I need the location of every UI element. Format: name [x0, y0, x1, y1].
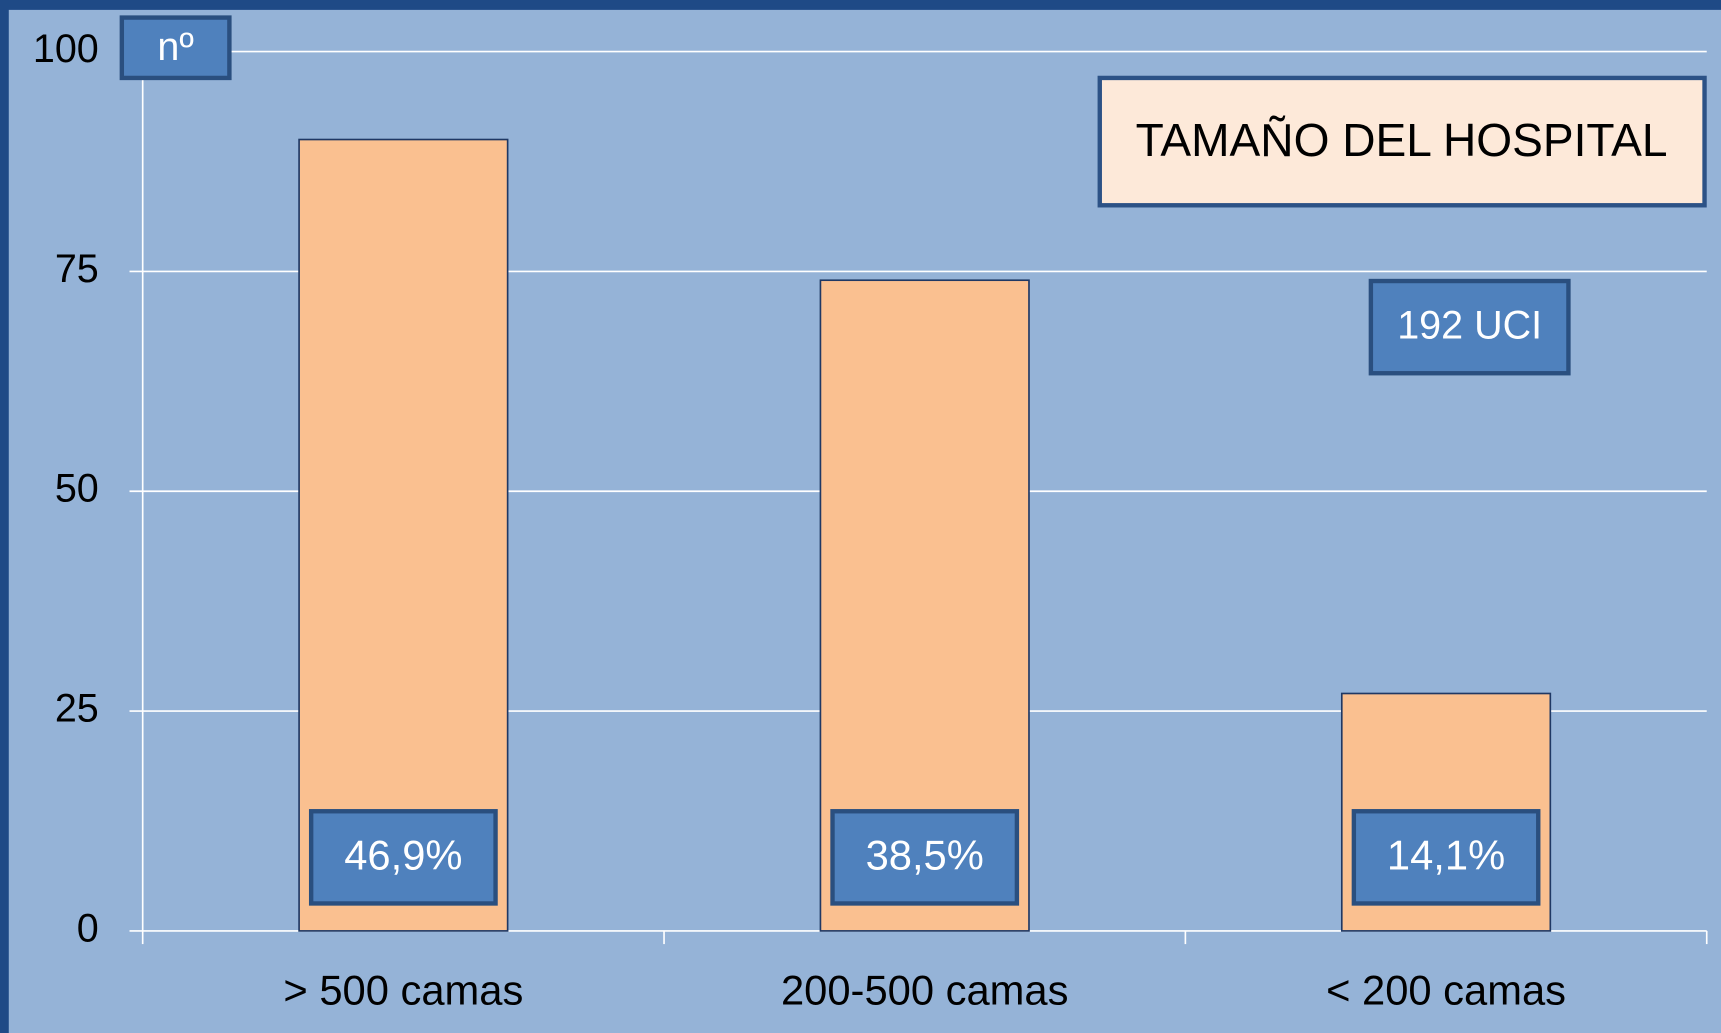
subtitle: 192 UCI: [1397, 304, 1542, 348]
y-label-box: [119, 15, 232, 81]
bar-label: 38,5%: [866, 831, 984, 878]
x-tick-label: > 500 camas: [283, 966, 523, 1013]
title-box: [1097, 75, 1707, 208]
bar-label: 46,9%: [344, 831, 462, 878]
y-tick-label: 50: [55, 467, 99, 511]
subtitle-box: [1368, 278, 1571, 376]
y-tick-label: 100: [33, 27, 99, 71]
y-tick-label: 25: [55, 687, 99, 731]
bar-label-box: [830, 809, 1020, 906]
bar-label-box: [1351, 809, 1541, 906]
x-tick-label: < 200 camas: [1326, 966, 1566, 1013]
y-tick-label: 0: [77, 906, 99, 950]
chart-title: TAMAÑO DEL HOSPITAL: [1136, 114, 1668, 166]
bar-label-box: [308, 809, 498, 906]
bar: [298, 138, 509, 932]
y-tick-label: 75: [55, 247, 99, 291]
bars: > 500 camas 46,9% 200-500 camas 38,5% < 200 …: [283, 138, 1566, 1013]
bar-label: 14,1%: [1387, 831, 1505, 878]
y-axis-label: nº: [157, 25, 193, 69]
x-tick-label: 200-500 camas: [781, 966, 1068, 1013]
